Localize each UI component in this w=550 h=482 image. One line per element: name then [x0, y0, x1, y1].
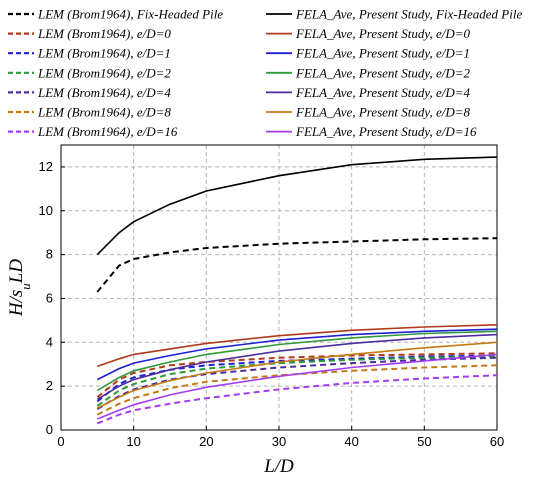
legend-label: LEM (Brom1964), e/D=16	[37, 124, 178, 139]
y-axis-label: H/suLD	[6, 259, 33, 317]
legend-label: FELA_Ave, Present Study, e/D=4	[295, 85, 471, 100]
y-tick-label: 10	[39, 203, 53, 218]
legend-label: FELA_Ave, Present Study, e/D=2	[295, 65, 471, 80]
series-line-13	[96, 341, 498, 409]
series-line-14	[97, 353, 498, 420]
x-axis-label: L/D	[263, 456, 294, 477]
series-line-3	[96, 354, 498, 403]
series-line-2	[96, 352, 498, 398]
legend-label: LEM (Brom1964), e/D=8	[37, 105, 171, 120]
legend-label: LEM (Brom1964), e/D=0	[37, 26, 171, 41]
x-tick-label: 60	[490, 434, 504, 449]
legend-label: FELA_Ave, Present Study, e/D=1	[295, 46, 470, 61]
legend: LEM (Brom1964), Fix-Headed Pile LEM (Brom…	[8, 7, 522, 139]
legend-label: FELA_Ave, Present Study, e/D=0	[295, 26, 471, 41]
x-tick-label: 20	[199, 434, 213, 449]
legend-label: FELA_Ave, Present Study, e/D=8	[295, 105, 471, 120]
legend-label: LEM (Brom1964), e/D=4	[37, 85, 171, 100]
x-tick-label: 30	[272, 434, 286, 449]
series-line-9	[97, 324, 498, 368]
series-line-10	[96, 328, 498, 381]
legend-label: FELA_Ave, Present Study, e/D=16	[295, 124, 477, 139]
y-tick-label: 0	[46, 422, 53, 437]
y-tick-label: 12	[39, 159, 53, 174]
legend-label: LEM (Brom1964), Fix-Headed Pile	[37, 7, 223, 22]
series-line-8	[96, 156, 498, 256]
x-tick-label: 50	[417, 434, 431, 449]
series-line-11	[96, 330, 498, 392]
y-tick-label: 2	[46, 378, 53, 393]
ticks: 0 10 20 30 40 50 60 0 2 4 6 8 10 12	[39, 159, 505, 449]
series-line-6	[96, 364, 498, 416]
series-line-4	[96, 355, 498, 407]
x-tick-label: 0	[57, 434, 64, 449]
series-line-12	[96, 333, 498, 400]
series-line-7	[96, 374, 498, 425]
y-tick-label: 6	[46, 290, 53, 305]
legend-label: FELA_Ave, Present Study, Fix-Headed Pile	[295, 7, 522, 22]
y-tick-label: 8	[46, 247, 53, 262]
y-tick-label: 4	[46, 334, 53, 349]
series-line-5	[96, 356, 498, 411]
legend-label: LEM (Brom1964), e/D=2	[37, 65, 171, 80]
x-tick-label: 10	[126, 434, 140, 449]
series-lines	[96, 156, 498, 425]
grid	[61, 145, 497, 430]
legend-label: LEM (Brom1964), e/D=1	[37, 46, 171, 61]
x-tick-label: 40	[344, 434, 358, 449]
series-line-1	[96, 237, 498, 293]
